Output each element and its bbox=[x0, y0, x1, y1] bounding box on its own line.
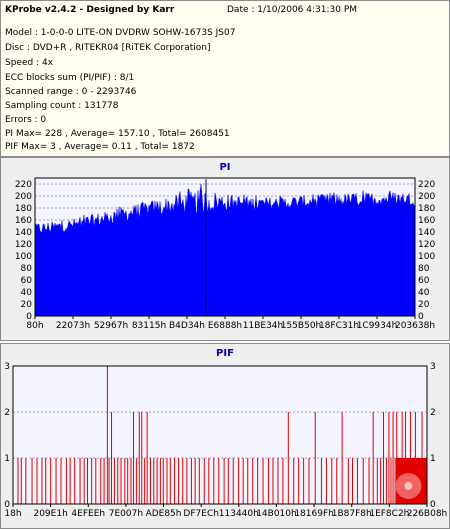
x-tick-label: 22073h bbox=[56, 321, 90, 331]
x-tick-label: 14B010h bbox=[256, 509, 297, 519]
x-tick-label: 18FC31h bbox=[319, 321, 359, 331]
y-tick-label: 40 bbox=[418, 288, 430, 298]
x-tick-label: E6888h bbox=[208, 321, 242, 331]
plot-frame bbox=[34, 177, 416, 317]
scan-date: Date : 1/10/2006 4:31:30 PM bbox=[227, 5, 358, 15]
info-panel: KProbe v2.4.2 - Designed by Karr Date : … bbox=[0, 0, 450, 157]
info-line-disc: Disc : DVD+R , RITEKR04 [RiTEK Corporati… bbox=[5, 43, 211, 53]
pi-area bbox=[34, 184, 416, 317]
x-tick-label: 83115h bbox=[132, 321, 166, 331]
x-tick-label: ADE85h bbox=[146, 509, 182, 519]
x-tick-label: 155B50h bbox=[281, 321, 322, 331]
chart-title: PI bbox=[219, 162, 230, 173]
y-tick-label: 100 bbox=[418, 252, 435, 262]
y-tick-label: 2 bbox=[4, 408, 10, 418]
y-tick-label: 3 bbox=[430, 362, 436, 372]
y-tick-label: 3 bbox=[4, 362, 10, 372]
info-line-pif-stats: PIF Max= 3 , Average= 0.11 , Total= 1872 bbox=[5, 142, 195, 152]
x-tick-label: 226B08h bbox=[407, 509, 448, 519]
y-tick-label: 2 bbox=[430, 408, 436, 418]
y-tick-label: 60 bbox=[21, 276, 33, 286]
y-tick-label: 180 bbox=[15, 204, 32, 214]
y-tick-label: 1 bbox=[430, 454, 436, 464]
info-line-pi-stats: PI Max= 228 , Average= 157.10 , Total= 2… bbox=[5, 129, 230, 139]
pi-chart: 0 0 20 20 40 40 60 60 80 80 100 100 120 120 140 140 160 1… bbox=[15, 162, 436, 331]
x-tick-label: 1EF8C2h bbox=[369, 509, 409, 519]
y-tick-label: 140 bbox=[418, 228, 435, 238]
x-tick-label: 113440h bbox=[219, 509, 259, 519]
y-tick-label: 200 bbox=[418, 192, 435, 202]
y-tick-label: 180 bbox=[418, 204, 435, 214]
x-tick-label: 1C9934h bbox=[357, 321, 398, 331]
x-tick-label: 11BE34h bbox=[243, 321, 283, 331]
y-tick-label: 200 bbox=[15, 192, 32, 202]
x-tick-label: B4D34h bbox=[169, 321, 205, 331]
y-tick-label: 140 bbox=[15, 228, 32, 238]
info-line-ecc: ECC blocks sum (PI/PIF) : 8/1 bbox=[5, 73, 135, 83]
y-tick-label: 20 bbox=[21, 300, 33, 310]
x-tick-label: 18169Fh bbox=[294, 509, 334, 519]
y-tick-label: 0 bbox=[26, 312, 32, 322]
x-tick-label: 80h bbox=[26, 321, 43, 331]
plot-area bbox=[12, 365, 428, 505]
y-tick-label: 120 bbox=[418, 240, 435, 250]
pif-chart: 0 0 1 1 2 2 3 3 18h 209E1h 4EFEEh 7E007h ADE85h DF7EC… bbox=[4, 348, 448, 519]
y-tick-label: 0 bbox=[430, 500, 436, 510]
info-line-errors: Errors : 0 bbox=[5, 115, 47, 125]
info-line-sampling: Sampling count : 131778 bbox=[5, 101, 119, 111]
pi-series bbox=[34, 179, 416, 317]
y-tick-label: 100 bbox=[15, 252, 32, 262]
pi-chart-panel: 0 0 20 20 40 40 60 60 80 80 100 100 120 120 140 140 160 1… bbox=[0, 157, 450, 341]
y-tick-label: 80 bbox=[21, 264, 33, 274]
y-tick-label: 1 bbox=[4, 454, 10, 464]
x-tick-label: 52967h bbox=[94, 321, 128, 331]
x-tick-label: 1B87F8h bbox=[332, 509, 372, 519]
y-tick-label: 160 bbox=[15, 216, 32, 226]
y-tick-label: 20 bbox=[418, 300, 430, 310]
info-line-model: Model : 1-0-0-0 LITE-ON DVDRW SOHW-1673S… bbox=[5, 28, 236, 38]
app-title: KProbe v2.4.2 - Designed by Karr bbox=[5, 5, 175, 15]
pif-chart-panel: 0 0 1 1 2 2 3 3 18h 209E1h 4EFEEh 7E007h ADE85h DF7EC… bbox=[0, 343, 450, 529]
y-tick-label: 60 bbox=[418, 276, 430, 286]
y-tick-label: 40 bbox=[21, 288, 33, 298]
x-tick-label: 18h bbox=[4, 509, 21, 519]
y-tick-label: 0 bbox=[4, 500, 10, 510]
y-tick-label: 160 bbox=[418, 216, 435, 226]
x-tick-label: DF7ECh bbox=[183, 509, 219, 519]
x-tick-label: 203638h bbox=[395, 321, 435, 331]
watermark-logo-core bbox=[404, 482, 413, 490]
chart-title: PIF bbox=[216, 348, 234, 359]
y-tick-label: 220 bbox=[15, 180, 32, 190]
y-tick-label: 0 bbox=[418, 312, 424, 322]
x-tick-label: 7E007h bbox=[109, 509, 143, 519]
info-line-range: Scanned range : 0 - 2293746 bbox=[5, 87, 137, 97]
y-tick-label: 220 bbox=[418, 180, 435, 190]
x-tick-label: 4EFEEh bbox=[71, 509, 105, 519]
y-tick-label: 120 bbox=[15, 240, 32, 250]
y-tick-label: 80 bbox=[418, 264, 430, 274]
info-line-speed: Speed : 4x bbox=[5, 58, 54, 68]
plot-frame bbox=[12, 365, 428, 505]
x-tick-label: 209E1h bbox=[33, 509, 67, 519]
